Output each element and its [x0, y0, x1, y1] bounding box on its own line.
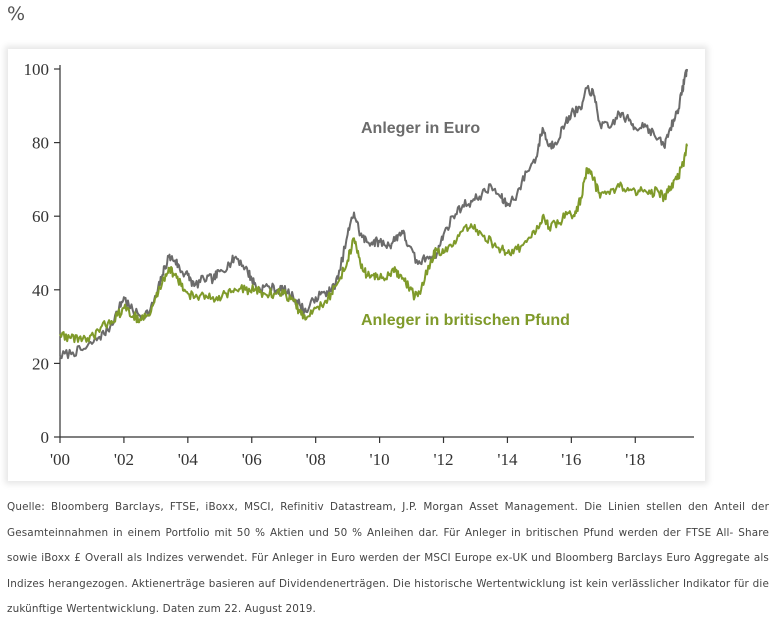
x-tick-label: '06 [242, 450, 262, 469]
series-line-2 [59, 143, 688, 344]
x-tick-label: '02 [114, 450, 134, 469]
y-tick-label: 80 [32, 134, 49, 153]
x-tick-label: '10 [370, 450, 390, 469]
x-tick-label: '16 [561, 450, 581, 469]
y-tick-label: 100 [24, 60, 50, 79]
chart-panel: 0 20 40 60 80 100 '00 '02 '04 '06 '08 '10 '12 '14 '16 '… [8, 49, 705, 481]
series-label-euro: Anleger in Euro [361, 120, 480, 137]
y-tick-label: 40 [32, 281, 49, 300]
x-tick-label: '18 [625, 450, 645, 469]
y-tick-label: 20 [32, 354, 49, 373]
x-tick-label: '04 [178, 450, 199, 469]
y-tick-label: 0 [41, 428, 50, 447]
y-tick-label: 60 [32, 207, 49, 226]
chart-lines [59, 68, 688, 360]
series-line-1 [59, 68, 688, 360]
source-footnote: Quelle: Bloomberg Barclays, FTSE, iBoxx,… [7, 501, 769, 616]
chart-axes: 0 20 40 60 80 100 '00 '02 '04 '06 '08 '10 '12 '14 '16 '… [24, 60, 694, 469]
line-chart: 0 20 40 60 80 100 '00 '02 '04 '06 '08 '10 '12 '14 '16 '… [24, 60, 694, 469]
x-tick-label: '14 [497, 450, 518, 469]
series-label-gbp: Anleger in britischen Pfund [361, 312, 570, 329]
x-tick-label: '12 [433, 450, 453, 469]
y-unit-label: % [7, 3, 26, 25]
x-tick-label: '08 [306, 450, 326, 469]
x-tick-label: '00 [50, 450, 70, 469]
chart-series-labels: Anleger in Euro Anleger in britischen Pfu… [361, 120, 570, 329]
